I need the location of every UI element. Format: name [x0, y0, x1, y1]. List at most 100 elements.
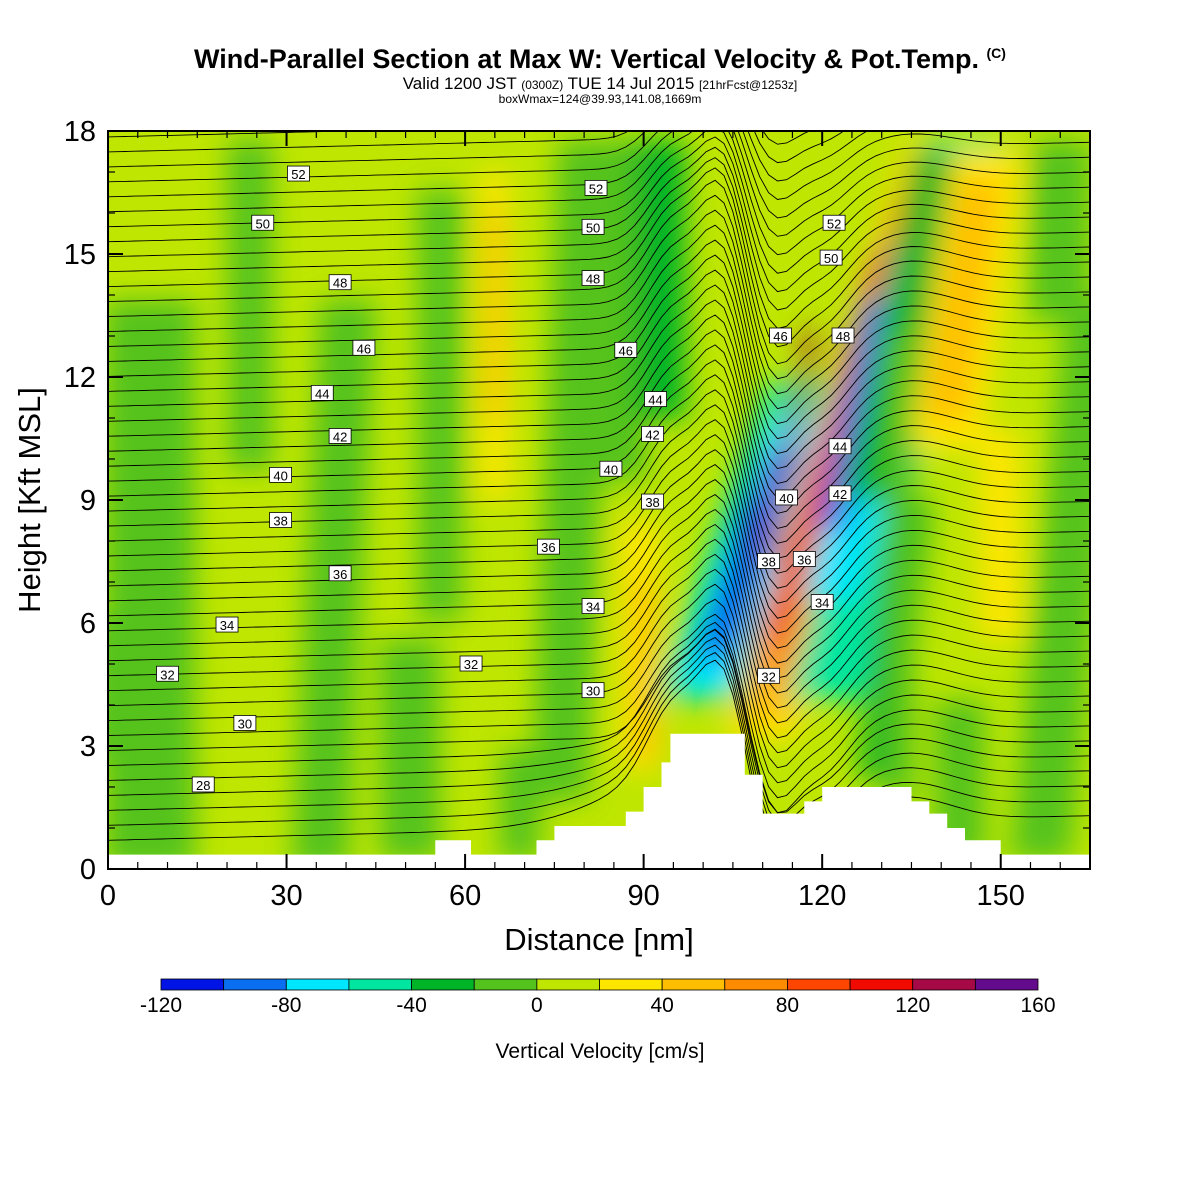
isentrope-line [108, 538, 1090, 724]
x-tick-label: 90 [628, 880, 660, 912]
theta-label-text: 38 [273, 514, 287, 529]
colorbar-tick-label: -120 [140, 994, 182, 1017]
theta-label: 46 [614, 341, 638, 358]
theta-label-box [644, 391, 667, 407]
y-tick-label: 12 [64, 362, 96, 394]
isentrope-line [108, 239, 1090, 425]
isentrope-line [108, 613, 1090, 799]
theta-label-text: 34 [815, 596, 829, 611]
y-tick-label: 6 [80, 608, 96, 640]
theta-label: 36 [328, 565, 352, 582]
isentrope-line [108, 131, 1090, 219]
theta-label-box [287, 165, 310, 182]
theta-label-box [810, 594, 834, 610]
theta-label: 42 [328, 428, 352, 444]
theta-label-text: 38 [761, 555, 775, 570]
theta-label-text: 36 [333, 567, 347, 582]
theta-label-text: 44 [315, 386, 329, 401]
theta-label-box [757, 667, 781, 684]
isentrope-line [108, 389, 1090, 574]
theta-label: 50 [251, 214, 275, 231]
isentrope-line [108, 629, 1090, 824]
theta-label-text: 44 [648, 393, 662, 408]
theta-label: 42 [641, 425, 664, 442]
colorbar-tick-label: 40 [650, 994, 673, 1017]
isentrope-line [108, 374, 1090, 559]
isentrope-line [108, 598, 1090, 784]
isentrope-line [108, 636, 1090, 834]
theta-label: 30 [581, 682, 605, 699]
colorbar-swatch [849, 978, 914, 991]
isentrope-line [108, 314, 1090, 499]
theta-label-box [581, 682, 605, 699]
velocity-band [935, 700, 985, 860]
theta-label-text: 42 [333, 429, 347, 444]
isentrope-line [108, 284, 1090, 470]
colorbar-swatch [724, 978, 788, 991]
theta-label-text: 32 [464, 657, 478, 672]
colorbar-swatch [974, 978, 1039, 991]
isentrope-line [108, 131, 869, 182]
isentrope-line [108, 464, 1090, 649]
theta-label: 32 [757, 667, 781, 684]
theta-label-box [769, 327, 792, 344]
theta-label-box [822, 214, 846, 231]
isentrope-line [108, 628, 1090, 814]
theta-label-text: 34 [586, 600, 600, 615]
x-tick-label: 0 [100, 880, 116, 912]
theta-label-box [581, 218, 605, 235]
isentrope-line [108, 146, 1090, 311]
colorbar-swatch [348, 978, 412, 991]
colorbar-tick-label: 80 [776, 994, 799, 1017]
theta-label: 38 [757, 553, 781, 570]
theta-label-box [328, 428, 352, 444]
theta-label-box [819, 249, 843, 266]
theta-label-text: 50 [256, 216, 270, 231]
colorbar-tick-label: -40 [396, 994, 426, 1017]
theta-label-text: 50 [824, 251, 838, 266]
velocity-band [292, 300, 377, 869]
colorbar-swatch [223, 978, 287, 991]
theta-label: 44 [644, 391, 667, 408]
theta-label-text: 48 [586, 272, 600, 287]
copyright-mark: (C) [986, 45, 1006, 61]
theta-label-text: 38 [645, 495, 659, 510]
theta-label-box [251, 214, 275, 231]
colorbar-swatch [912, 978, 976, 991]
theta-label-box [191, 776, 215, 793]
velocity-band [1010, 300, 1090, 860]
theta-label: 48 [328, 274, 352, 291]
x-tick-label: 60 [449, 880, 481, 912]
theta-label-text: 46 [619, 343, 633, 358]
colorbar-swatch [473, 978, 538, 991]
isentrope-line [108, 329, 1090, 514]
theta-labels: 52 50 48 46 44 42 40 38 36 34 32 30 28 52 50 48 46 44 42 40… [156, 165, 855, 793]
theta-label: 46 [769, 327, 792, 344]
theta-label-text: 48 [836, 329, 850, 344]
theta-label-text: 50 [586, 220, 600, 235]
theta-label-box [831, 327, 855, 344]
chart-subtitle: Valid 1200 JST (0300Z) TUE 14 Jul 2015 [… [402, 74, 798, 93]
theta-label: 40 [599, 460, 623, 477]
theta-label-text: 52 [827, 216, 841, 231]
velocity-band [380, 640, 440, 860]
terrain [108, 733, 1090, 869]
isentrope-line [108, 194, 1090, 380]
colorbar: -120 -80 -40 0 40 80 120 160 [140, 978, 1056, 1017]
theta-label: 28 [191, 776, 215, 793]
velocity-band [487, 210, 503, 420]
theta-label-text: 46 [357, 341, 371, 356]
theta-label: 44 [310, 384, 334, 401]
theta-label: 50 [581, 218, 605, 235]
chart-box-info: boxWmax=124@39.93,141.08,1669m [498, 92, 702, 106]
theta-label: 46 [352, 339, 376, 356]
theta-label: 48 [581, 270, 605, 287]
theta-label-box [757, 553, 781, 569]
isentrope-line [108, 621, 1090, 814]
colorbar-swatch [160, 978, 225, 991]
theta-label-box [215, 616, 239, 633]
theta-label-box [459, 655, 483, 672]
theta-label-box [328, 565, 352, 582]
theta-label: 52 [822, 214, 846, 231]
theta-label-text: 32 [160, 667, 174, 682]
